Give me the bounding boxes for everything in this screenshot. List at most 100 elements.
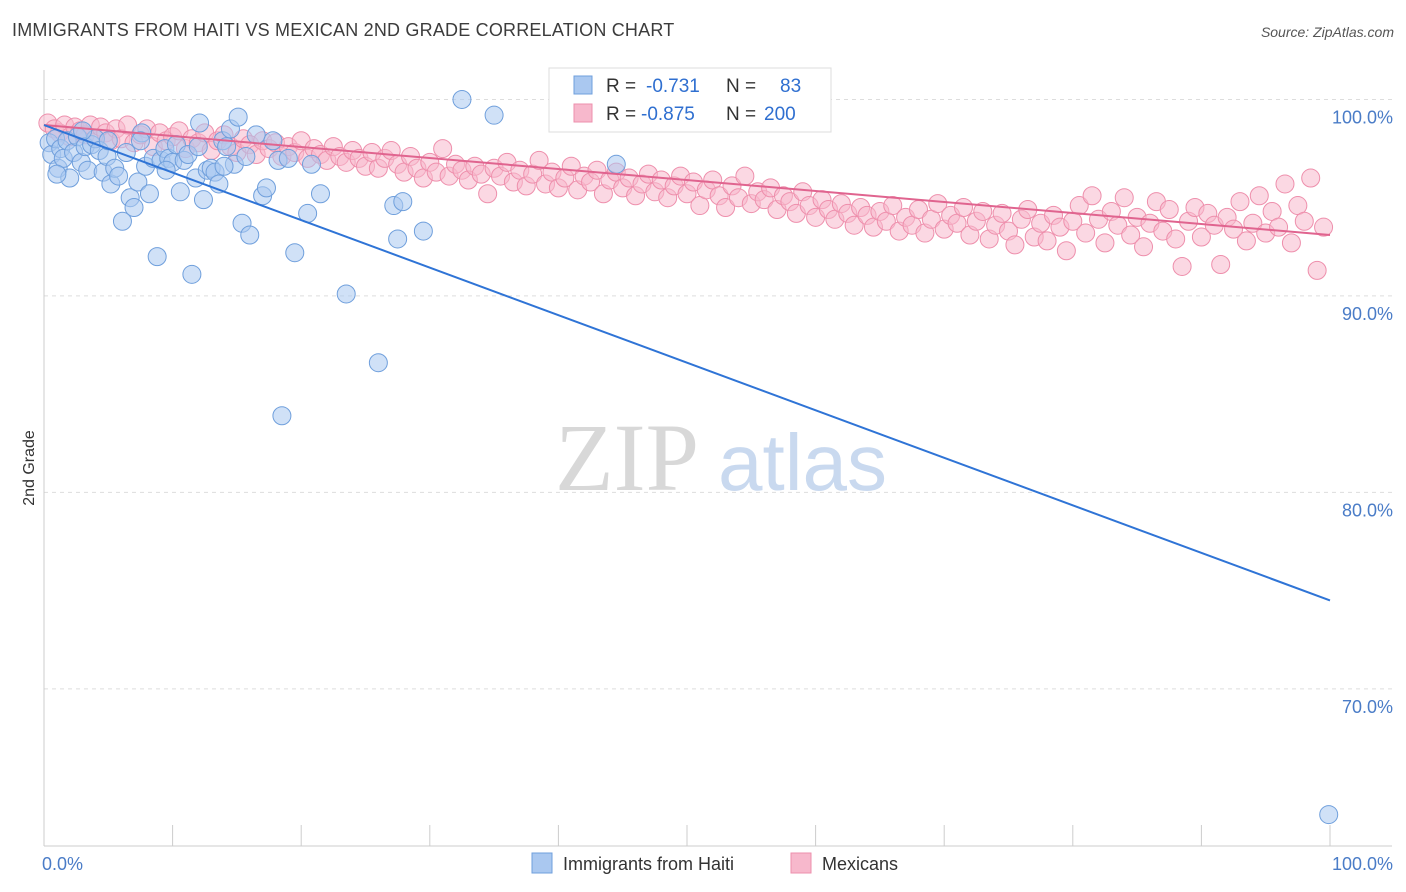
mexicans-point xyxy=(1236,231,1256,251)
haiti-point xyxy=(272,406,292,426)
haiti-point xyxy=(336,284,356,304)
haiti-point xyxy=(139,184,159,204)
haiti-point xyxy=(452,89,472,109)
mexicans-point xyxy=(1211,254,1231,274)
mexicans-point xyxy=(1275,174,1295,194)
haiti-point xyxy=(388,229,408,249)
mexicans-point xyxy=(1166,229,1186,249)
haiti-point xyxy=(240,225,260,245)
mexicans-point xyxy=(1307,260,1327,280)
mexicans-trend-line xyxy=(43,124,1331,237)
mexicans-point xyxy=(883,196,903,216)
haiti-r-label: R = xyxy=(606,76,636,97)
haiti-point xyxy=(128,172,148,192)
haiti-point xyxy=(147,247,167,267)
haiti-point xyxy=(124,198,144,218)
mexicans-point xyxy=(1159,199,1179,219)
mexicans-point xyxy=(1301,168,1321,188)
mexicans-point xyxy=(1076,223,1096,243)
haiti-point xyxy=(256,178,276,198)
mex-r-label: R = xyxy=(606,104,636,125)
mexicans-point xyxy=(928,194,948,214)
haiti-point xyxy=(236,146,256,166)
x-tick-label-end: 100.0% xyxy=(1332,854,1393,874)
stats-legend: R = -0.731 N = 83 R = -0.875 N = 200 xyxy=(548,67,832,133)
series-legend: Immigrants from Haiti Mexicans xyxy=(531,852,898,874)
legend-haiti-label: Immigrants from Haiti xyxy=(563,854,734,874)
mexicans-point xyxy=(1224,219,1244,239)
haiti-point xyxy=(130,131,150,151)
mexicans-point xyxy=(529,150,549,170)
haiti-point xyxy=(182,264,202,284)
x-tick-label-start: 0.0% xyxy=(42,854,83,874)
y-axis-label: 2nd Grade xyxy=(21,430,38,506)
haiti-point xyxy=(310,184,330,204)
haiti-point xyxy=(263,131,283,151)
mexicans-point xyxy=(953,198,973,218)
haiti-point xyxy=(228,107,248,127)
y-tick-label: 80.0% xyxy=(1342,500,1393,520)
haiti-point xyxy=(413,221,433,241)
haiti-point xyxy=(606,154,626,174)
mexicans-point xyxy=(1005,235,1025,255)
mexicans-point xyxy=(1294,211,1314,231)
haiti-point xyxy=(193,190,213,210)
haiti-point xyxy=(484,105,504,125)
mexicans-points xyxy=(38,113,1334,280)
haiti-r-value: -0.731 xyxy=(646,76,700,97)
mexicans-point xyxy=(1230,192,1250,212)
haiti-point xyxy=(214,156,234,176)
trend-lines xyxy=(43,124,1331,602)
mex-n-label: N = xyxy=(726,104,756,125)
haiti-point xyxy=(109,166,129,186)
watermark-atlas: atlas xyxy=(718,418,887,507)
watermark-zip: ZIP xyxy=(555,404,699,511)
mexicans-point xyxy=(587,160,607,180)
y-tick-label: 90.0% xyxy=(1342,304,1393,324)
mexicans-point xyxy=(1281,233,1301,253)
mexicans-point xyxy=(1037,231,1057,251)
haiti-point xyxy=(393,192,413,212)
axes xyxy=(43,70,1392,847)
chart-title: IMMIGRANTS FROM HAITI VS MEXICAN 2ND GRA… xyxy=(12,20,675,40)
stats-legend-box xyxy=(548,67,832,133)
y-tick-label: 100.0% xyxy=(1332,107,1393,127)
mexicans-point xyxy=(716,198,736,218)
mexicans-point xyxy=(1095,233,1115,253)
mexicans-point xyxy=(1121,225,1141,245)
mex-swatch xyxy=(573,103,593,123)
mexicans-point xyxy=(478,184,498,204)
haiti-point xyxy=(368,353,388,373)
haiti-point xyxy=(188,137,208,157)
mexicans-point xyxy=(1082,186,1102,206)
haiti-point xyxy=(190,113,210,133)
mexicans-point xyxy=(992,203,1012,223)
mexicans-point xyxy=(735,166,755,186)
legend-mex-label: Mexicans xyxy=(822,854,898,874)
mexicans-point xyxy=(1056,241,1076,261)
mexicans-point xyxy=(1134,237,1154,257)
haiti-point xyxy=(301,154,321,174)
mexicans-point xyxy=(433,139,453,159)
source-label: Source: ZipAtlas.com xyxy=(1260,24,1394,40)
mexicans-point xyxy=(1172,256,1192,276)
haiti-point xyxy=(47,164,67,184)
haiti-n-label: N = xyxy=(726,76,756,97)
y-tick-label: 70.0% xyxy=(1342,697,1393,717)
tick-labels: 100.0% 90.0% 80.0% 70.0% 0.0% 100.0% xyxy=(42,107,1393,874)
mexicans-point xyxy=(973,201,993,221)
haiti-point xyxy=(170,182,190,202)
legend-mex-swatch xyxy=(790,852,812,874)
haiti-point xyxy=(112,211,132,231)
haiti-n-value: 83 xyxy=(780,76,801,97)
legend-haiti-swatch xyxy=(531,852,553,874)
mexicans-point xyxy=(1249,186,1269,206)
mexicans-point xyxy=(1114,188,1134,208)
haiti-swatch xyxy=(573,75,593,95)
haiti-point xyxy=(278,148,298,168)
haiti-trend-line xyxy=(43,124,1331,602)
mex-r-value: -0.875 xyxy=(641,104,695,125)
haiti-point xyxy=(246,125,266,145)
haiti-point xyxy=(285,243,305,263)
mexicans-point xyxy=(1191,227,1211,247)
